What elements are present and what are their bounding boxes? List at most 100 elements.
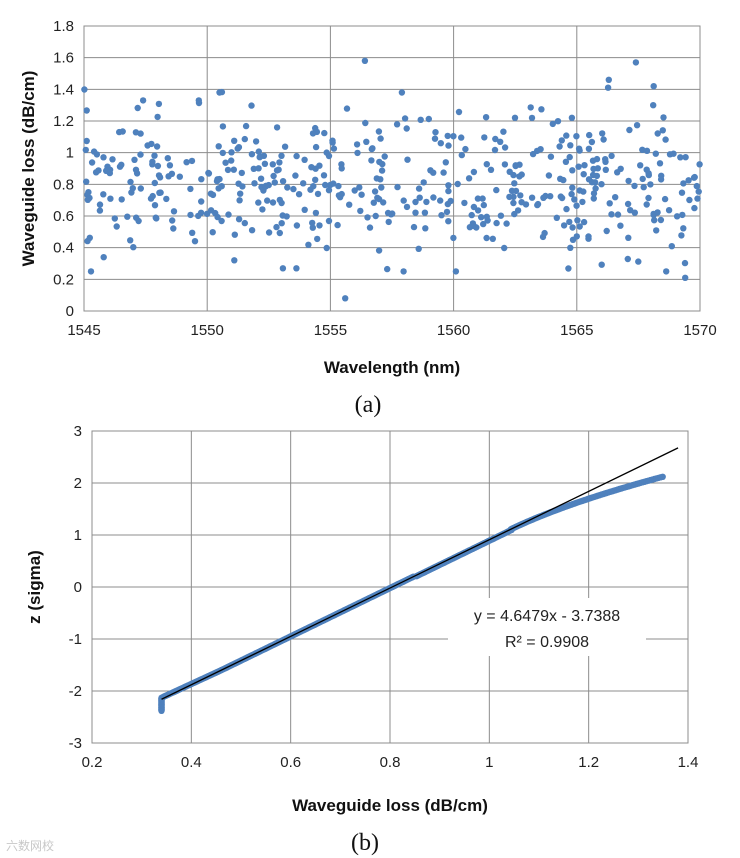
data-point bbox=[512, 162, 519, 169]
data-point bbox=[261, 160, 269, 167]
y-tick-label: 0.4 bbox=[53, 240, 74, 257]
chart-b-ylabel: z (sigma) bbox=[25, 550, 44, 624]
data-point bbox=[480, 201, 487, 209]
data-point bbox=[576, 147, 583, 154]
data-point bbox=[131, 156, 138, 163]
data-point bbox=[501, 144, 509, 151]
data-point bbox=[342, 295, 349, 302]
data-point bbox=[154, 113, 161, 121]
data-point bbox=[235, 144, 243, 151]
data-point bbox=[361, 57, 369, 64]
data-point bbox=[639, 175, 646, 183]
data-point bbox=[214, 213, 221, 221]
data-point bbox=[673, 213, 681, 220]
data-point bbox=[106, 166, 114, 173]
data-point bbox=[271, 179, 278, 186]
data-point bbox=[608, 152, 615, 160]
data-point bbox=[381, 153, 388, 160]
data-point bbox=[354, 149, 361, 157]
data-point bbox=[323, 244, 330, 252]
data-point bbox=[325, 187, 333, 194]
data-point bbox=[139, 97, 147, 104]
data-point bbox=[501, 161, 509, 168]
data-point bbox=[124, 213, 131, 220]
data-point bbox=[127, 178, 134, 186]
data-point bbox=[458, 151, 465, 159]
data-point bbox=[581, 162, 588, 169]
data-point bbox=[127, 237, 134, 244]
data-point bbox=[483, 161, 490, 168]
chart-a-points bbox=[81, 57, 703, 302]
x-tick-label: 1.4 bbox=[678, 754, 699, 771]
data-point bbox=[576, 223, 583, 230]
data-point bbox=[309, 130, 317, 137]
data-point bbox=[549, 120, 556, 128]
x-tick-label: 1565 bbox=[560, 322, 593, 339]
data-point bbox=[670, 150, 677, 157]
data-point bbox=[678, 189, 686, 196]
y-tick-label: 2 bbox=[74, 475, 82, 492]
data-point bbox=[556, 143, 563, 150]
data-point bbox=[563, 132, 570, 139]
data-point bbox=[156, 174, 164, 181]
data-point bbox=[310, 183, 317, 190]
data-point bbox=[420, 179, 427, 186]
chart-a-ylabel: Waveguide loss (dB/cm) bbox=[19, 71, 38, 267]
data-point bbox=[614, 211, 622, 218]
data-point bbox=[483, 213, 490, 220]
data-point bbox=[438, 212, 445, 219]
data-point bbox=[430, 194, 437, 201]
data-point bbox=[169, 217, 176, 224]
data-point bbox=[643, 147, 651, 154]
data-point bbox=[425, 115, 432, 123]
data-point bbox=[415, 245, 422, 252]
data-point bbox=[85, 189, 92, 196]
data-point bbox=[153, 143, 161, 150]
data-point bbox=[522, 201, 530, 208]
data-point bbox=[358, 191, 365, 198]
y-tick-label: -1 bbox=[69, 631, 82, 648]
data-point bbox=[442, 159, 449, 166]
data-point bbox=[643, 201, 650, 208]
data-point bbox=[370, 199, 377, 206]
data-point bbox=[643, 166, 650, 173]
data-point bbox=[364, 214, 371, 221]
data-point bbox=[657, 216, 665, 224]
chart-b: y = 4.6479x - 3.7388 R² = 0.9908 0.2 0.4 0… bbox=[25, 423, 698, 815]
data-point bbox=[86, 234, 94, 241]
data-point bbox=[497, 212, 505, 219]
data-point bbox=[503, 220, 510, 227]
data-point bbox=[598, 181, 605, 188]
data-point bbox=[259, 206, 266, 213]
data-point bbox=[695, 188, 702, 195]
data-point bbox=[573, 133, 580, 140]
data-point bbox=[589, 171, 597, 179]
data-point bbox=[478, 214, 485, 221]
chart-b-grid bbox=[91, 430, 689, 744]
data-point bbox=[632, 59, 640, 66]
data-point bbox=[691, 204, 698, 212]
data-point bbox=[248, 151, 256, 158]
data-point bbox=[198, 176, 205, 183]
data-point bbox=[506, 168, 513, 175]
data-point bbox=[270, 172, 277, 180]
data-point bbox=[455, 108, 463, 116]
data-point bbox=[602, 166, 609, 173]
data-point bbox=[493, 186, 500, 194]
data-point bbox=[398, 89, 406, 96]
data-point bbox=[657, 176, 665, 183]
data-point bbox=[624, 255, 631, 263]
chart-b-trendline bbox=[161, 447, 679, 700]
data-point bbox=[510, 199, 517, 207]
data-point bbox=[195, 212, 202, 220]
data-point bbox=[385, 218, 392, 226]
data-point bbox=[423, 198, 430, 206]
data-point bbox=[421, 209, 429, 216]
data-point bbox=[454, 180, 461, 188]
data-point bbox=[401, 115, 409, 122]
data-point bbox=[631, 209, 638, 216]
data-point bbox=[444, 132, 451, 140]
y-tick-label: 1 bbox=[66, 145, 74, 162]
data-point bbox=[635, 258, 642, 265]
